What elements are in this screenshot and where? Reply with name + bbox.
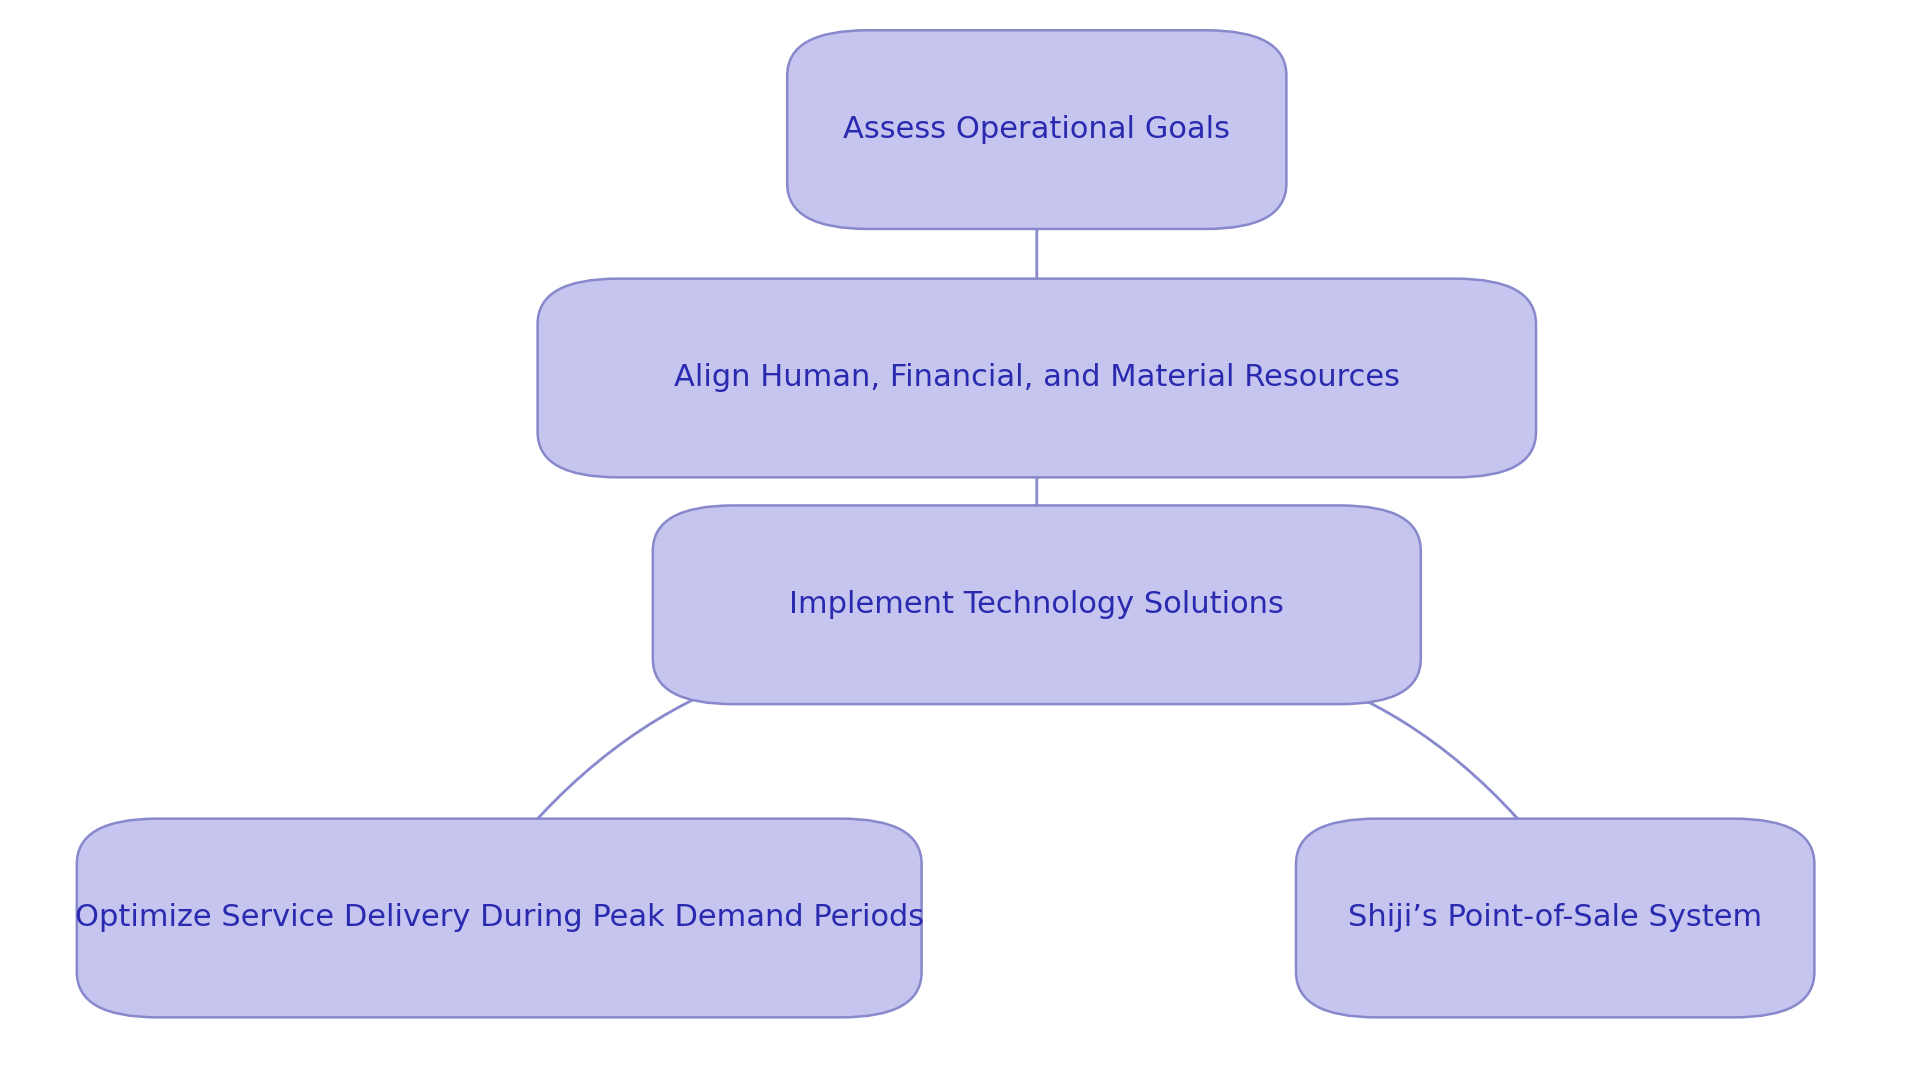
FancyBboxPatch shape	[1296, 819, 1814, 1017]
Text: Shiji’s Point-of-Sale System: Shiji’s Point-of-Sale System	[1348, 904, 1763, 932]
FancyBboxPatch shape	[538, 279, 1536, 477]
FancyBboxPatch shape	[77, 819, 922, 1017]
Text: Align Human, Financial, and Material Resources: Align Human, Financial, and Material Res…	[674, 364, 1400, 392]
FancyBboxPatch shape	[653, 505, 1421, 704]
Text: Assess Operational Goals: Assess Operational Goals	[843, 116, 1231, 144]
Text: Implement Technology Solutions: Implement Technology Solutions	[789, 591, 1284, 619]
Text: Optimize Service Delivery During Peak Demand Periods: Optimize Service Delivery During Peak De…	[75, 904, 924, 932]
FancyBboxPatch shape	[787, 30, 1286, 229]
